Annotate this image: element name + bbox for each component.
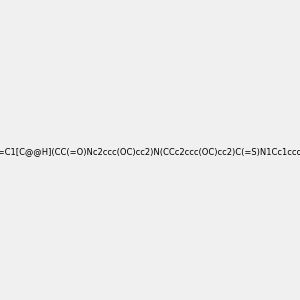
- Text: O=C1[C@@H](CC(=O)Nc2ccc(OC)cc2)N(CCc2ccc(OC)cc2)C(=S)N1Cc1ccccc1: O=C1[C@@H](CC(=O)Nc2ccc(OC)cc2)N(CCc2ccc…: [0, 147, 300, 156]
